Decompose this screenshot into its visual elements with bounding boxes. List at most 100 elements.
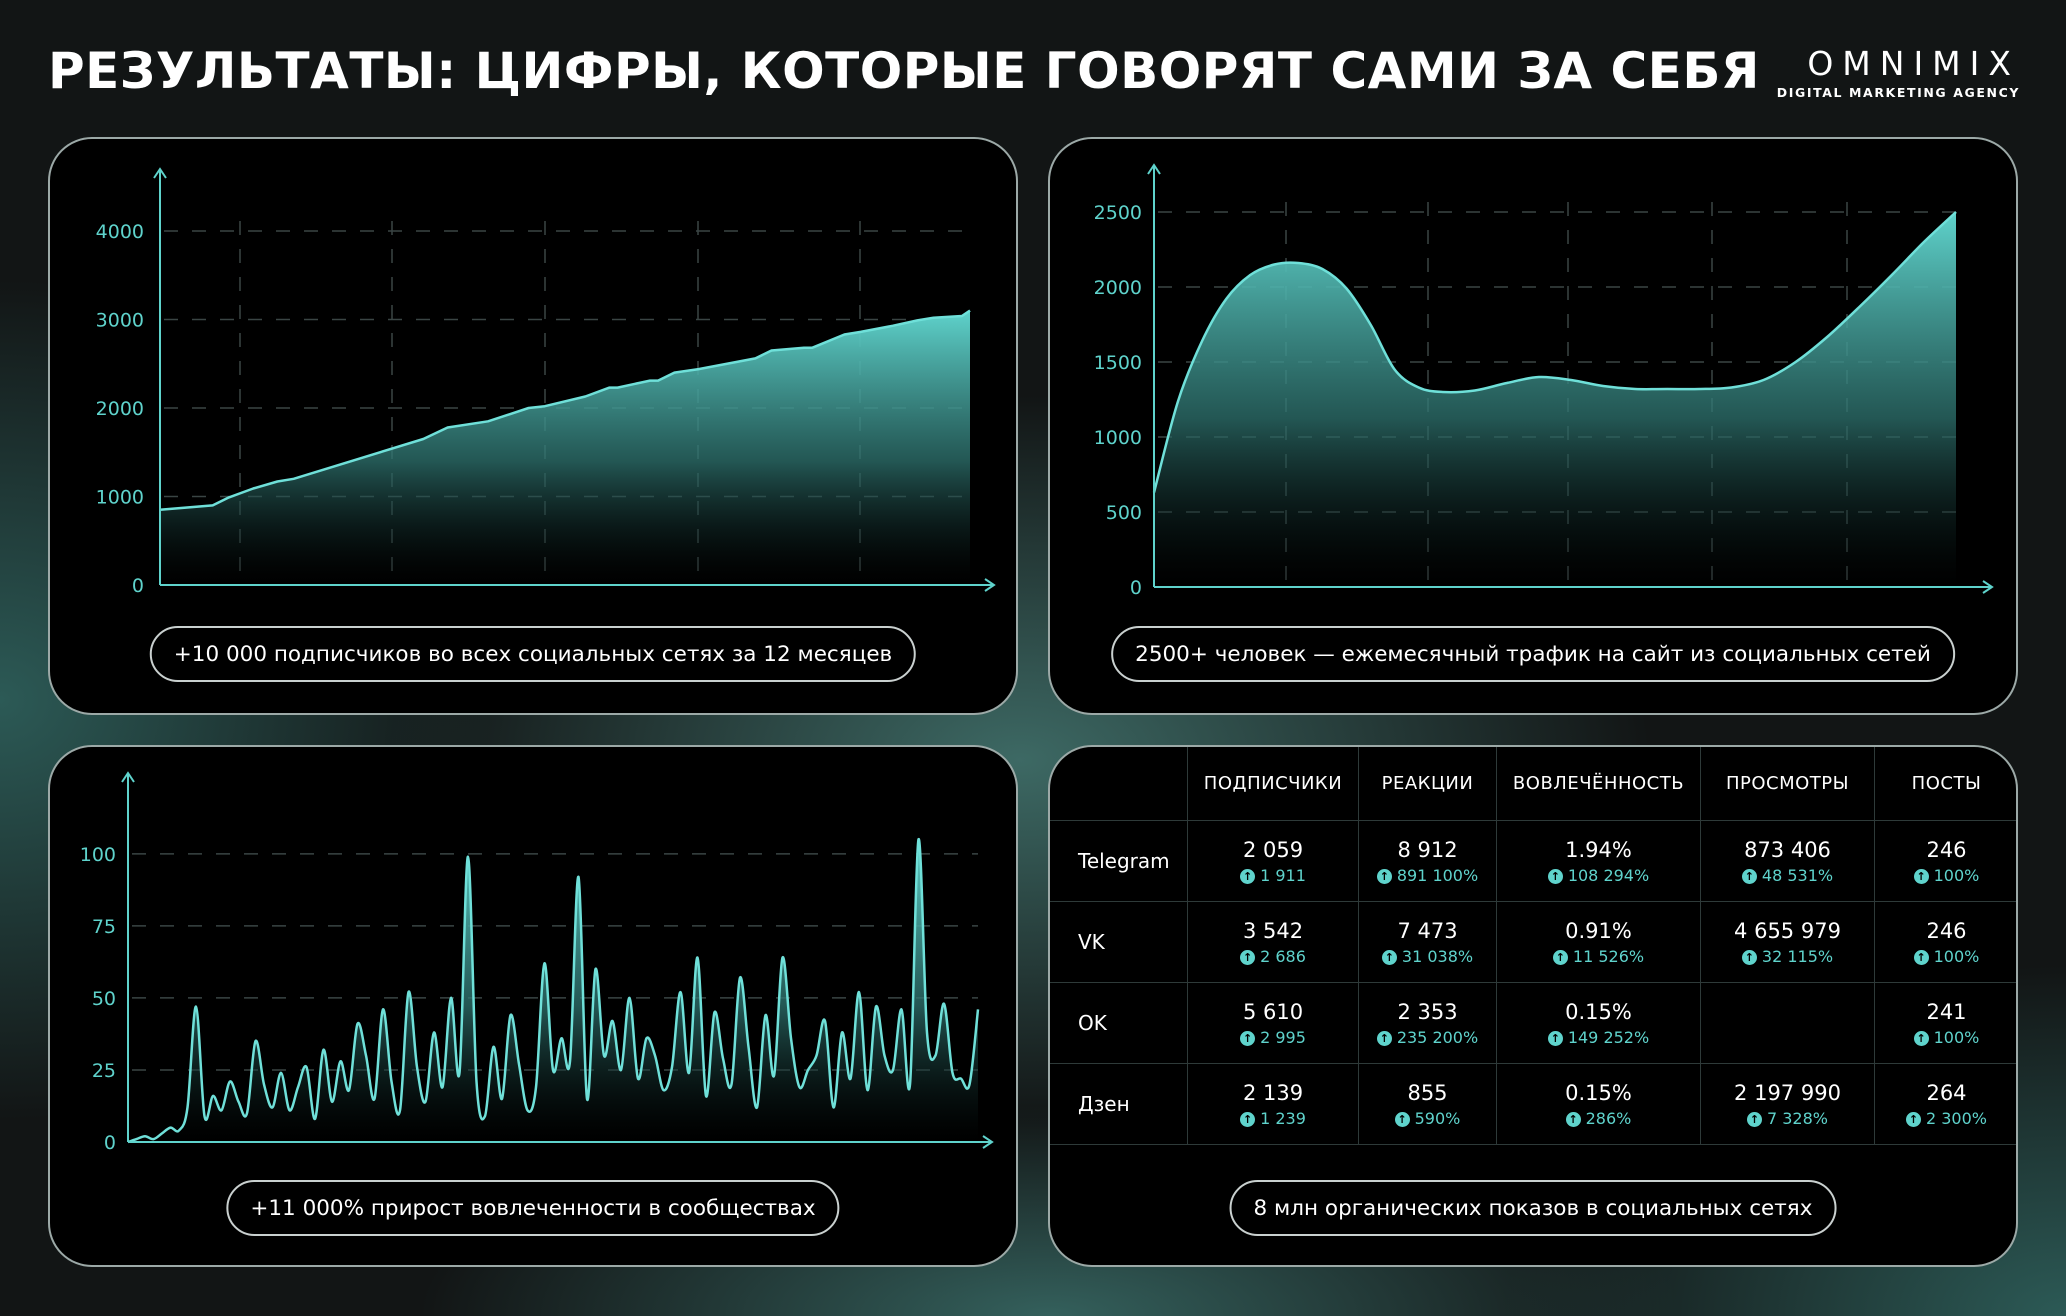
engagement-y-tick-label: 25 [92,1060,116,1082]
cell-growth: ↑ 100% [1875,866,2016,885]
traffic-y-tick-label: 2000 [1094,277,1142,299]
cell-value: 2 139 [1242,1080,1304,1105]
table-cell-empty [1700,982,1875,1064]
traffic-y-tick-label: 500 [1106,502,1142,524]
arrow-up-icon: ↑ [1547,868,1563,884]
growth-value: 2 995 [1260,1027,1306,1047]
cell-value: 873 406 [1744,837,1831,862]
traffic-chart: 0 500 1000 1500 2000 2500 [1094,163,1994,599]
traffic-y-axis-arrow-icon [1147,163,1161,175]
cell-growth: ↑ 100% [1875,946,2016,966]
arrow-up-icon: ↑ [1552,949,1568,965]
arrow-up-icon: ↑ [1547,1030,1563,1046]
table-header-row: ПОДПИСЧИКИ РЕАКЦИИ ВОВЛЕЧЁННОСТЬ ПРОСМОТ… [1050,747,2016,821]
cell-value: 4 655 979 [1734,918,1841,943]
arrow-up-icon: ↑ [1240,949,1256,965]
cell-value: 2 197 990 [1734,1080,1841,1105]
header-reactions: РЕАКЦИИ [1358,747,1497,821]
arrow-up-icon: ↑ [1905,1111,1921,1127]
cell-value: 855 [1407,1080,1448,1105]
cell-value: 3 542 [1242,918,1304,943]
arrow-up-icon: ↑ [1240,1111,1256,1127]
table-cell: 246 ↑ 100% [1874,820,2016,902]
table-cell: 2 197 990 ↑ 7 328% [1700,1063,1875,1145]
engagement-y-tick-label: 50 [92,988,116,1010]
cell-value: 0.15% [1565,999,1632,1024]
growth-value: 286% [1585,1108,1632,1128]
subscribers-y-tick-label: 3000 [96,310,144,332]
table-cell: 2 139 ↑ 1 239 [1187,1063,1359,1145]
cell-value: 7 473 [1397,918,1458,943]
engagement-series-line [127,838,980,1144]
subscribers-y-tick-label: 2000 [96,398,144,420]
table-cell: 873 406 ↑ 48 531% [1700,820,1875,902]
header-engagement: ВОВЛЕЧЁННОСТЬ [1496,747,1701,821]
engagement-chart: 0 25 50 75 100 [80,771,994,1154]
cell-growth: ↑ 31 038% [1359,947,1496,966]
cell-growth: ↑ 11 526% [1497,947,1700,966]
cell-growth: ↑ 1 239 [1188,1109,1358,1128]
header-posts: ПОСТЫ [1874,747,2016,821]
cell-growth: ↑ 149 252% [1497,1028,1700,1047]
growth-value: 11 526% [1572,946,1645,966]
cell-growth: ↑ 235 200% [1359,1028,1496,1047]
table-cell: 246 ↑ 100% [1874,901,2016,983]
arrow-up-icon: ↑ [1565,1111,1581,1127]
arrow-up-icon: ↑ [1376,868,1392,884]
header-views: ПРОСМОТРЫ [1700,747,1875,821]
table-row: VK 3 542 ↑ 2 686 7 473 ↑ 31 038% 0.91% ↑ 11 52… [1050,901,2016,983]
traffic-x-axis-arrow-icon [1982,580,1994,594]
cell-value: 1.94% [1565,837,1632,862]
growth-value: 108 294% [1567,865,1650,885]
cell-value: 2 353 [1397,999,1458,1024]
engagement-y-axis-arrow-icon [121,771,135,783]
arrow-up-icon: ↑ [1394,1111,1410,1127]
engagement-chart-panel: 0 25 50 75 100 +11 000% прирост вовлеченност… [48,745,1018,1267]
table-row: Дзен 2 139 ↑ 1 239 855 ↑ 590% 0.15% ↑ 286% 2 1… [1050,1063,2016,1145]
table-cell: 264 ↑ 2 300% [1874,1063,2016,1145]
arrow-up-icon: ↑ [1240,1030,1256,1046]
logo-name: OMNIMIX [1807,44,2020,83]
table-cell: 0.15% ↑ 149 252% [1496,982,1701,1064]
growth-value: 32 115% [1761,946,1834,966]
cell-growth: ↑ 108 294% [1497,866,1700,885]
cell-value: 5 610 [1242,999,1304,1024]
growth-value: 590% [1414,1108,1461,1128]
cell-growth: ↑ 48 531% [1701,866,1874,885]
traffic-caption: 2500+ человек — ежемесячный трафик на са… [1111,626,1955,682]
arrow-up-icon: ↑ [1381,949,1397,965]
table-cell: 3 542 ↑ 2 686 [1187,901,1359,983]
engagement-area-fill [128,839,978,1142]
table-cell: 8 912 ↑ 891 100% [1358,820,1497,902]
growth-value: 2 686 [1260,946,1306,966]
cell-growth: ↑ 32 115% [1701,947,1874,966]
growth-value: 235 200% [1396,1027,1479,1047]
cell-value: 246 [1926,918,1967,943]
growth-value: 7 328% [1766,1108,1828,1128]
subscribers-caption: +10 000 подписчиков во всех социальных с… [149,626,917,682]
page-title: РЕЗУЛЬТАТЫ: ЦИФРЫ, КОТОРЫЕ ГОВОРЯТ САМИ … [48,42,1760,100]
engagement-y-tick-label: 0 [104,1132,116,1154]
traffic-y-tick-label: 0 [1130,577,1142,599]
cell-growth: ↑ 286% [1497,1109,1700,1128]
traffic-area-fill [1154,212,1956,587]
cell-value: 264 [1926,1080,1967,1105]
stats-table: ПОДПИСЧИКИ РЕАКЦИИ ВОВЛЕЧЁННОСТЬ ПРОСМОТ… [1050,747,2016,1145]
logo-subtitle: DIGITAL MARKETING AGENCY [1776,85,2020,100]
traffic-series-line [1152,211,1957,493]
cell-growth: ↑ 2 300% [1875,1109,2016,1128]
growth-value: 100% [1933,946,1980,966]
traffic-y-tick-label: 2500 [1094,202,1142,224]
row-name: Дзен [1050,1063,1188,1145]
table-cell: 0.91% ↑ 11 526% [1496,901,1701,983]
subscribers-series-line [159,309,971,512]
growth-value: 1 911 [1260,865,1306,885]
subscribers-y-tick-label: 0 [132,575,144,597]
cell-growth: ↑ 7 328% [1701,1109,1874,1128]
arrow-up-icon: ↑ [1376,1030,1392,1046]
cell-value: 8 912 [1397,837,1458,862]
table-cell: 0.15% ↑ 286% [1496,1063,1701,1145]
subscribers-y-tick-label: 1000 [96,487,144,509]
table-cell: 7 473 ↑ 31 038% [1358,901,1497,983]
subscribers-y-axis-arrow-icon [153,167,167,179]
